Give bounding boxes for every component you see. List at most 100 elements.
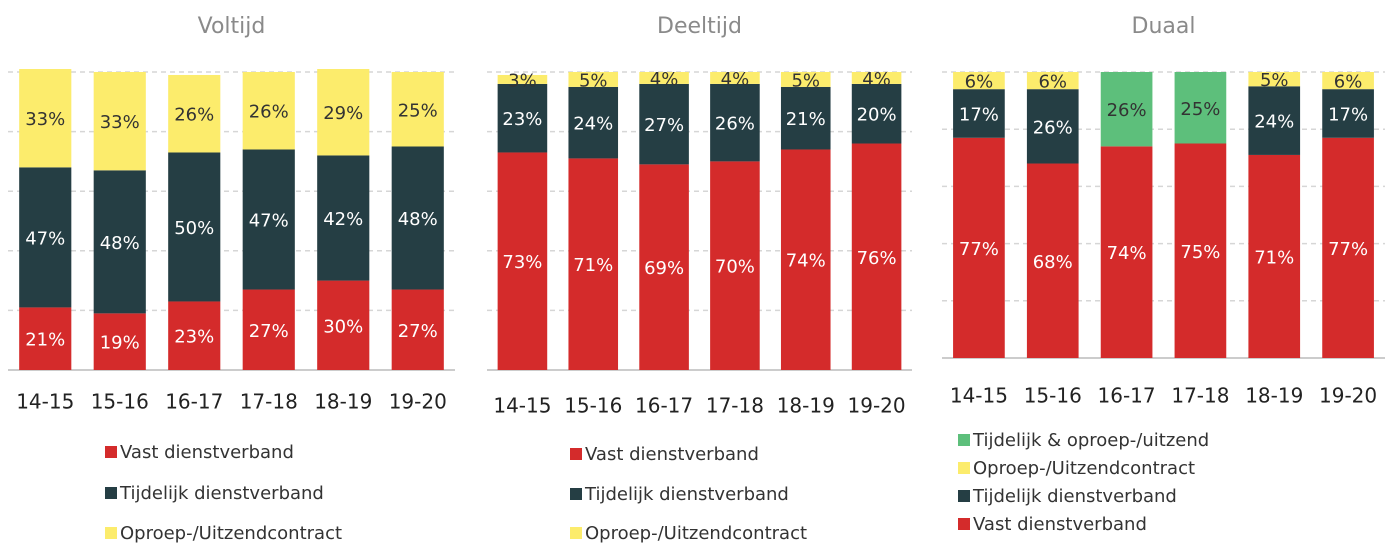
data-label: 47% (25, 228, 65, 249)
data-label: 69% (644, 258, 684, 279)
data-label: 24% (573, 114, 613, 135)
bar-segment (1026, 163, 1079, 358)
legend-swatch (570, 448, 582, 460)
data-label: 24% (1254, 112, 1294, 133)
legend-label: Tijdelijk dienstverband (584, 484, 789, 505)
legend-label: Tijdelijk & oproep-/uitzend (972, 430, 1209, 451)
data-label: 70% (715, 257, 755, 278)
data-label: 76% (857, 248, 897, 269)
bar-segment (1026, 72, 1079, 90)
bar-segment (851, 72, 902, 84)
x-tick-label: 15-16 (564, 394, 622, 418)
bar-segment (242, 289, 295, 370)
bar-segment (317, 155, 370, 281)
bar-segment (568, 158, 619, 370)
bar-segment (391, 289, 444, 370)
data-label: 33% (25, 109, 65, 130)
data-label: 23% (174, 327, 214, 348)
bar-segment (497, 83, 548, 153)
x-tick-label: 17-18 (706, 394, 764, 418)
bar-segment (1248, 72, 1301, 87)
x-tick-label: 18-19 (314, 390, 372, 414)
data-label: 71% (1254, 247, 1294, 268)
bar-segment (19, 167, 72, 308)
legend-label: Oproep-/Uitzendcontract (585, 523, 807, 544)
data-label: 25% (1180, 99, 1220, 120)
bar-segment (168, 301, 221, 370)
bar-segment (242, 149, 295, 290)
data-label: 74% (786, 251, 826, 272)
data-label: 27% (644, 115, 684, 136)
legend-label: Vast dienstverband (585, 444, 759, 465)
bar-segment (242, 72, 295, 150)
data-label: 71% (573, 255, 613, 276)
bar-segment (710, 161, 760, 370)
data-label: 19% (100, 333, 140, 354)
x-tick-label: 16-17 (635, 394, 693, 418)
bar-segment (1100, 146, 1153, 358)
data-label: 5% (579, 70, 608, 91)
data-label: 75% (1180, 242, 1220, 263)
data-label: 50% (174, 218, 214, 239)
x-tick-label: 19-20 (1319, 384, 1377, 408)
bar-segment (568, 86, 619, 159)
data-label: 73% (502, 252, 542, 273)
legend-swatch (958, 462, 970, 474)
data-label: 33% (100, 112, 140, 133)
data-label: 26% (1107, 100, 1147, 121)
data-label: 4% (862, 69, 891, 90)
legend-swatch (105, 446, 117, 458)
bar-segment (1174, 72, 1227, 144)
data-label: 25% (398, 100, 438, 121)
data-label: 4% (650, 69, 679, 90)
bar-segment (317, 280, 370, 370)
bar-segment (1248, 154, 1301, 358)
legend-swatch (105, 487, 117, 499)
x-tick-label: 15-16 (1024, 384, 1082, 408)
bar-segment (780, 149, 831, 370)
x-tick-label: 19-20 (848, 394, 906, 418)
chart-title: Duaal (1132, 14, 1196, 39)
data-label: 23% (502, 109, 542, 130)
data-label: 6% (1038, 72, 1067, 93)
bar-segment (19, 307, 72, 370)
data-label: 29% (323, 103, 363, 124)
bar-segment (851, 83, 902, 144)
legend-swatch (958, 434, 970, 446)
bar-segment (851, 143, 902, 370)
data-label: 48% (100, 233, 140, 254)
bar-segment (780, 86, 831, 150)
x-tick-label: 14-15 (16, 390, 74, 414)
legend-swatch (570, 527, 582, 539)
bar-segment (317, 69, 370, 156)
data-label: 68% (1033, 252, 1073, 273)
data-label: 5% (1260, 70, 1289, 91)
bar-segment (391, 72, 444, 147)
data-label: 47% (249, 211, 289, 232)
x-tick-label: 18-19 (777, 394, 835, 418)
x-tick-label: 19-20 (389, 390, 447, 414)
bar-segment (1100, 72, 1153, 147)
bar-segment (391, 146, 444, 290)
legend-label: Vast dienstverband (973, 514, 1147, 535)
bar-segment (710, 83, 760, 162)
data-label: 42% (323, 209, 363, 230)
data-label: 3% (508, 70, 537, 91)
data-label: 6% (965, 72, 994, 93)
bar-segment (1322, 89, 1374, 138)
data-label: 17% (1328, 104, 1368, 125)
chart-title: Voltijd (198, 14, 266, 39)
data-label: 26% (715, 114, 755, 135)
x-tick-label: 18-19 (1245, 384, 1303, 408)
bar-segment (953, 72, 1005, 90)
x-tick-label: 15-16 (91, 390, 149, 414)
data-label: 21% (25, 330, 65, 351)
bar-segment (93, 313, 146, 370)
x-tick-label: 14-15 (950, 384, 1008, 408)
legend-label: Vast dienstverband (120, 442, 294, 463)
bar-segment (168, 152, 221, 302)
legend-swatch (958, 490, 970, 502)
data-label: 26% (1033, 117, 1073, 138)
data-label: 27% (398, 321, 438, 342)
